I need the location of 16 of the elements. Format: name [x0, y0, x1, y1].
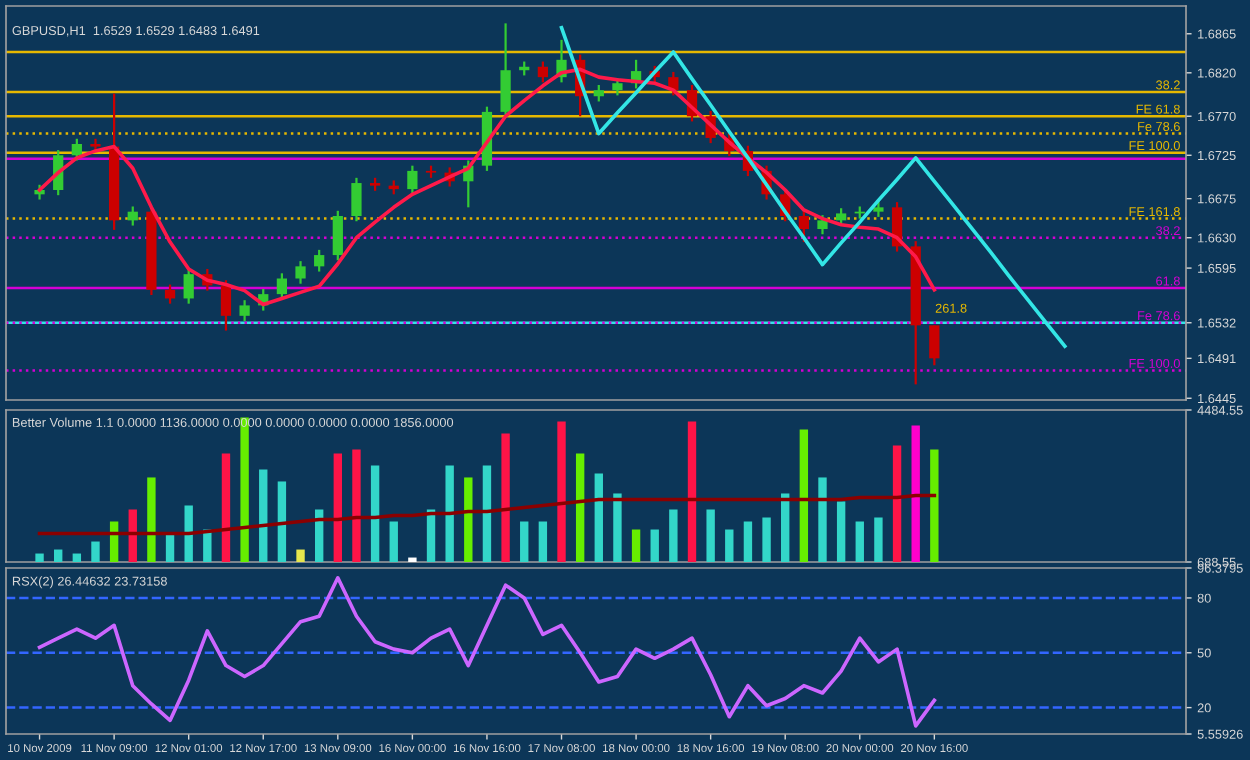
candlestick: [314, 248, 325, 273]
candlestick: [332, 209, 343, 262]
candlestick: [239, 299, 250, 323]
candlestick: [164, 283, 176, 305]
candlestick: [537, 60, 548, 84]
candlestick: [500, 22, 511, 119]
candlestick: [295, 260, 306, 285]
candlestick: [351, 176, 362, 223]
line-series: [37, 493, 937, 536]
candlestick: [276, 272, 288, 301]
candlestick: [798, 209, 809, 244]
candlestick: [183, 267, 194, 305]
candlestick: [220, 279, 232, 332]
candlestick: [929, 324, 940, 367]
candlestick: [407, 164, 418, 196]
candlestick: [127, 205, 138, 227]
